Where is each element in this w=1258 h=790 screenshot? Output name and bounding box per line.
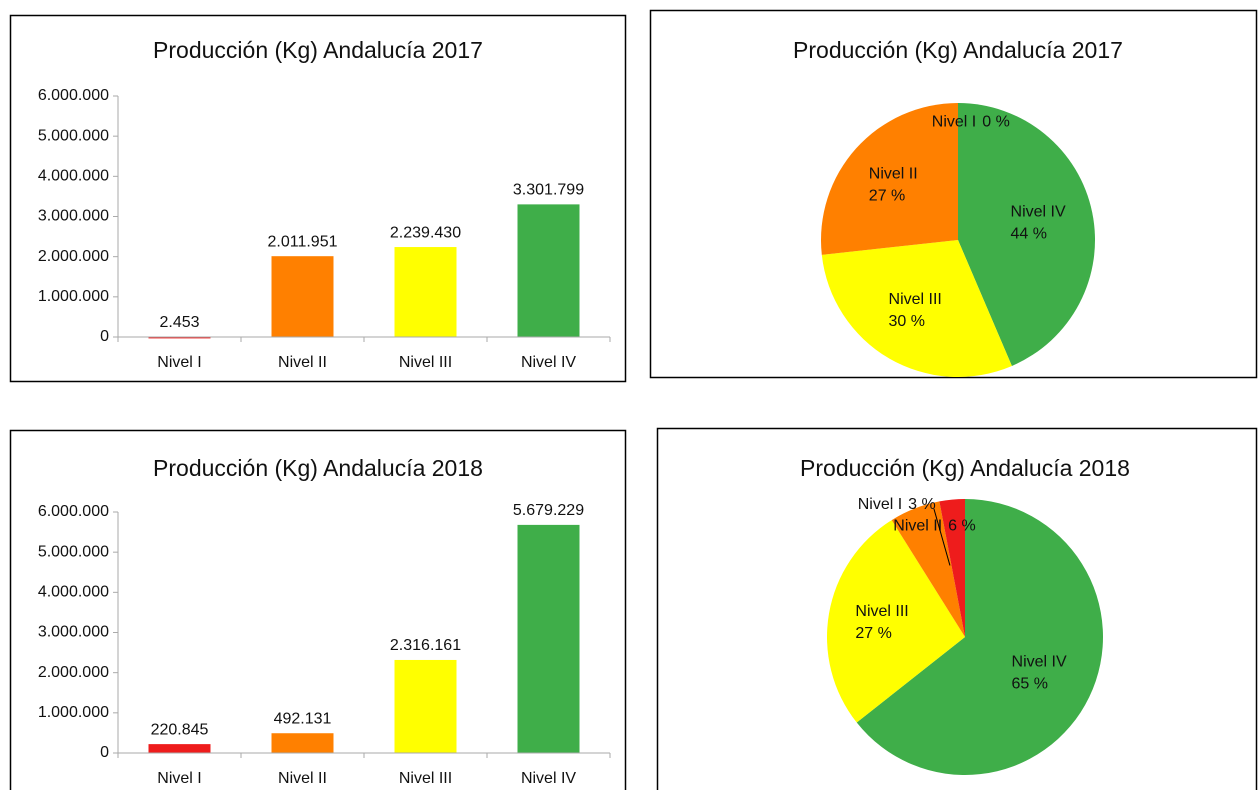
slice-label: Nivel IV xyxy=(1011,204,1066,221)
x-tick-label: Nivel I xyxy=(157,770,201,787)
pie-slice xyxy=(827,520,965,723)
chart-title: Producción (Kg) Andalucía 2018 xyxy=(800,455,1130,481)
value-label: 2.453 xyxy=(159,314,199,331)
slice-value: 0 % xyxy=(982,113,1010,130)
value-label: 5.679.229 xyxy=(513,502,584,519)
bar xyxy=(271,733,334,753)
value-label: 2.239.430 xyxy=(390,224,461,241)
bar xyxy=(271,256,334,337)
slice-value: 27 % xyxy=(855,625,891,642)
value-label: 3.301.799 xyxy=(513,182,584,199)
y-tick-label: 0 xyxy=(100,328,109,345)
slice-value: 65 % xyxy=(1012,675,1048,692)
pie-slice xyxy=(939,499,965,637)
x-tick-label: Nivel II xyxy=(278,770,327,787)
x-tick-label: Nivel I xyxy=(157,354,201,371)
leader-line xyxy=(933,508,951,566)
bar xyxy=(394,247,457,337)
y-tick-label: 1.000.000 xyxy=(38,288,109,305)
pie-slice xyxy=(856,499,1103,776)
value-label: 2.011.951 xyxy=(268,233,338,250)
bar xyxy=(517,204,580,337)
y-tick-label: 5.000.000 xyxy=(38,543,109,560)
slice-value: 44 % xyxy=(1011,226,1047,243)
y-tick-label: 2.000.000 xyxy=(38,248,109,265)
value-label: 2.316.161 xyxy=(390,637,461,654)
frame xyxy=(9,429,627,790)
chart-title: Producción (Kg) Andalucía 2017 xyxy=(793,37,1123,63)
slice-label: Nivel III xyxy=(889,291,942,308)
pie-slice xyxy=(891,501,965,637)
chart-title: Producción (Kg) Andalucía 2018 xyxy=(153,455,483,481)
y-tick-label: 3.000.000 xyxy=(38,208,109,225)
frame xyxy=(656,427,1258,790)
y-tick-label: 0 xyxy=(100,744,109,761)
y-tick-label: 6.000.000 xyxy=(38,503,109,520)
frame xyxy=(649,9,1258,379)
bar xyxy=(148,336,211,339)
y-tick-label: 2.000.000 xyxy=(38,664,109,681)
slice-label: Nivel IV xyxy=(1012,653,1067,670)
pie-slice xyxy=(821,103,958,255)
x-tick-label: Nivel IV xyxy=(521,354,576,371)
slice-value: 27 % xyxy=(869,187,905,204)
y-tick-label: 4.000.000 xyxy=(38,584,109,601)
value-label: 492.131 xyxy=(274,710,332,727)
pie-slice xyxy=(958,103,1096,366)
chart-title: Producción (Kg) Andalucía 2017 xyxy=(153,37,483,63)
y-tick-label: 3.000.000 xyxy=(38,624,109,641)
slice-label: Nivel II xyxy=(869,165,918,182)
x-tick-label: Nivel III xyxy=(399,354,452,371)
slice-value: 6 % xyxy=(948,518,976,535)
slice-label: Nivel I xyxy=(932,113,976,130)
slice-label: Nivel III xyxy=(855,603,908,620)
slice-value: 30 % xyxy=(889,313,925,330)
x-tick-label: Nivel II xyxy=(278,354,327,371)
slice-value: 3 % xyxy=(908,496,936,513)
slice-label: Nivel II xyxy=(893,518,942,535)
value-label: 220.845 xyxy=(151,721,209,738)
slice-label: Nivel I xyxy=(858,496,902,513)
bar xyxy=(148,744,211,753)
y-tick-label: 6.000.000 xyxy=(38,87,109,104)
frame xyxy=(9,14,627,383)
bar xyxy=(394,659,457,753)
x-tick-label: Nivel IV xyxy=(521,770,576,787)
bar xyxy=(517,524,580,753)
y-tick-label: 4.000.000 xyxy=(38,168,109,185)
x-tick-label: Nivel III xyxy=(399,770,452,787)
pie-slice xyxy=(821,240,1012,377)
y-tick-label: 1.000.000 xyxy=(38,704,109,721)
y-tick-label: 5.000.000 xyxy=(38,127,109,144)
